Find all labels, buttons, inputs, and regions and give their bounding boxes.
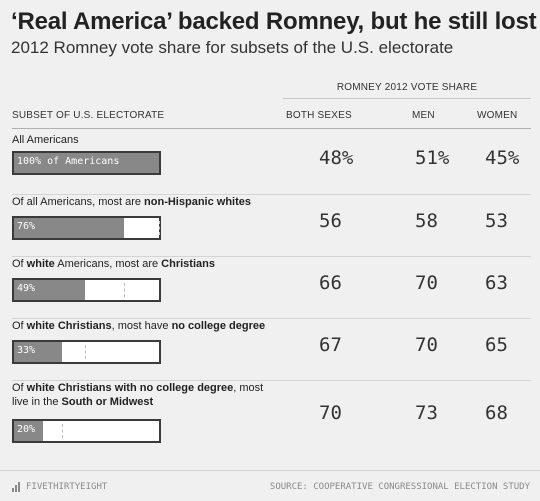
header-rule bbox=[12, 128, 531, 129]
share-bar-fill bbox=[14, 280, 85, 300]
row-label: All Americans bbox=[12, 133, 302, 147]
share-bar: 49% bbox=[12, 278, 161, 302]
share-bar-fill bbox=[14, 153, 159, 173]
vote-share-women: 45% bbox=[485, 147, 520, 169]
row-divider bbox=[12, 194, 531, 195]
row-label: Of white Christians, most have no colleg… bbox=[12, 319, 302, 333]
column-header-subset: SUBSET OF U.S. ELECTORATE bbox=[12, 110, 165, 121]
row-label-part: white Christians with no college degree bbox=[26, 382, 234, 394]
column-header-both-sexes: BOTH SEXES bbox=[286, 110, 352, 121]
row-label-part: Of bbox=[12, 320, 27, 332]
row-divider bbox=[12, 380, 531, 381]
vote-share-both: 67 bbox=[319, 334, 342, 356]
group-header-rule bbox=[283, 98, 531, 99]
vote-share-men: 58 bbox=[415, 210, 438, 232]
previous-share-marker bbox=[124, 283, 125, 297]
row-label-part: South or Midwest bbox=[61, 396, 154, 408]
share-bar-fill bbox=[14, 421, 43, 441]
row-label-part: , most have bbox=[111, 320, 172, 332]
share-bar-label: 20% bbox=[17, 424, 36, 435]
row-label-part: non-Hispanic whites bbox=[144, 196, 252, 208]
table-row: Of white Americans, most are Christians 4… bbox=[12, 257, 531, 319]
vote-share-women: 63 bbox=[485, 272, 508, 294]
row-label: Of white Americans, most are Christians bbox=[12, 257, 302, 271]
share-bar: 20% bbox=[12, 419, 161, 443]
share-bar-label: 100% of Americans bbox=[17, 156, 120, 167]
row-label-part: Of bbox=[12, 382, 27, 394]
row-label-part: white Christians bbox=[26, 320, 112, 332]
row-label-part: , most live in the bbox=[12, 382, 264, 408]
vote-share-both: 56 bbox=[319, 210, 342, 232]
previous-share-marker bbox=[159, 221, 160, 235]
column-group-header: ROMNEY 2012 VOTE SHARE bbox=[336, 82, 478, 93]
row-divider bbox=[12, 318, 531, 319]
column-header-women: WOMEN bbox=[477, 110, 518, 121]
chart-subtitle: 2012 Romney vote share for subsets of th… bbox=[11, 38, 454, 57]
share-bar: 33% bbox=[12, 340, 161, 364]
share-bar-label: 49% bbox=[17, 283, 36, 294]
vote-share-women: 53 bbox=[485, 210, 508, 232]
table-row: Of white Christians, most have no colleg… bbox=[12, 319, 531, 381]
row-divider bbox=[12, 256, 531, 257]
chart-title: ‘Real America’ backed Romney, but he sti… bbox=[11, 8, 537, 35]
vote-share-men: 73 bbox=[415, 402, 438, 424]
share-bar-fill bbox=[14, 342, 62, 362]
row-label-part: Of bbox=[12, 258, 27, 270]
row-label-part: white bbox=[26, 258, 55, 270]
row-label: Of all Americans, most are non-Hispanic … bbox=[12, 195, 302, 209]
vote-share-men: 70 bbox=[415, 334, 438, 356]
row-label-part: Americans, most are bbox=[54, 258, 162, 270]
share-bar-fill bbox=[14, 218, 124, 238]
footer-rule bbox=[0, 470, 540, 471]
row-label-part: Of all Americans, most are bbox=[12, 196, 145, 208]
vote-share-women: 68 bbox=[485, 402, 508, 424]
table-row: Of all Americans, most are non-Hispanic … bbox=[12, 195, 531, 257]
vote-share-both: 48% bbox=[319, 147, 354, 169]
row-label-part: All Americans bbox=[12, 134, 79, 146]
vote-share-men: 51% bbox=[415, 147, 450, 169]
brand-name: FIVETHIRTYEIGHT bbox=[26, 482, 108, 492]
row-label-part: Christians bbox=[161, 258, 215, 270]
vote-share-both: 70 bbox=[319, 402, 342, 424]
vote-share-men: 70 bbox=[415, 272, 438, 294]
previous-share-marker bbox=[62, 424, 63, 438]
footer-brand: FIVETHIRTYEIGHT bbox=[12, 482, 107, 492]
bar-chart-logo-icon bbox=[12, 482, 22, 492]
vote-share-women: 65 bbox=[485, 334, 508, 356]
share-bar-label: 33% bbox=[17, 345, 36, 356]
share-bar-label: 76% bbox=[17, 221, 36, 232]
column-header-men: MEN bbox=[412, 110, 435, 121]
previous-share-marker bbox=[85, 345, 86, 359]
table-row: Of white Christians with no college degr… bbox=[12, 381, 531, 461]
share-bar: 76% bbox=[12, 216, 161, 240]
table-row: All Americans 100% of Americans 48% 51% 45% bbox=[12, 133, 531, 195]
share-bar: 100% of Americans bbox=[12, 151, 161, 175]
row-label: Of white Christians with no college degr… bbox=[12, 381, 282, 409]
source-note: SOURCE: COOPERATIVE CONGRESSIONAL ELECTI… bbox=[269, 482, 530, 492]
vote-share-both: 66 bbox=[319, 272, 342, 294]
row-label-part: no college degree bbox=[171, 320, 266, 332]
